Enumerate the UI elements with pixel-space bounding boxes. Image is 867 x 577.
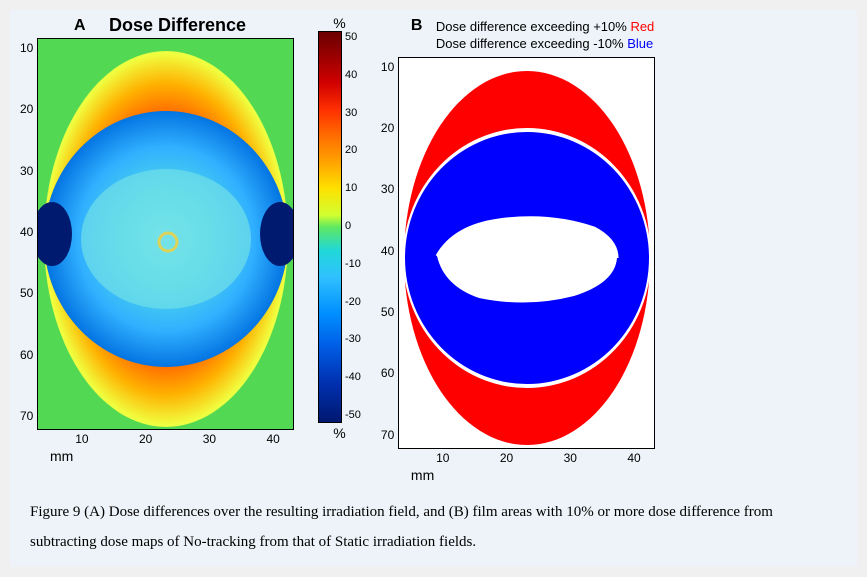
ytick: 60 xyxy=(381,367,394,379)
ytick: 10 xyxy=(381,61,394,73)
panel-a-title: Dose Difference xyxy=(50,15,305,36)
figure-container: A Dose Difference 10 20 30 40 50 60 70 xyxy=(10,10,857,567)
cbtick: 0 xyxy=(345,220,361,232)
xtick: 30 xyxy=(564,451,577,465)
colorbar-body: 50 40 30 20 10 0 -10 -20 -30 -40 -50 xyxy=(318,31,361,423)
heatmap-svg xyxy=(38,39,293,429)
colorbar-ticks: 50 40 30 20 10 0 -10 -20 -30 -40 -50 xyxy=(342,31,361,421)
ytick: 70 xyxy=(20,410,33,422)
center-wash xyxy=(81,169,251,309)
xtick: 30 xyxy=(203,432,216,446)
panel-a: A Dose Difference 10 20 30 40 50 60 70 xyxy=(20,15,305,464)
panel-b-x-axis: 10 20 30 40 xyxy=(411,451,666,465)
ytick: 60 xyxy=(20,349,33,361)
colorbar-unit-top: % xyxy=(333,15,345,31)
cbtick: -50 xyxy=(345,409,361,421)
ytick: 70 xyxy=(381,429,394,441)
cbtick: -20 xyxy=(345,296,361,308)
panel-b-chart: 10 20 30 40 50 60 70 xyxy=(381,57,666,449)
legend-red-word: Red xyxy=(630,19,654,34)
ytick: 50 xyxy=(20,287,33,299)
cbtick: -30 xyxy=(345,333,361,345)
panels-row: A Dose Difference 10 20 30 40 50 60 70 xyxy=(20,15,847,483)
colorbar-strip xyxy=(318,31,342,423)
ytick: 50 xyxy=(381,306,394,318)
xtick: 40 xyxy=(266,432,279,446)
panel-a-y-axis: 10 20 30 40 50 60 70 xyxy=(20,38,37,422)
legend-line2-pre: Dose difference exceeding -10% xyxy=(436,36,627,51)
figure-caption: Figure 9 (A) Dose differences over the r… xyxy=(20,497,847,557)
legend-blue-word: Blue xyxy=(627,36,653,51)
ytick: 30 xyxy=(20,165,33,177)
panel-a-x-axis: 10 20 30 40 xyxy=(50,432,305,446)
xtick: 40 xyxy=(627,451,640,465)
legend-line1-pre: Dose difference exceeding +10% xyxy=(436,19,631,34)
xtick: 20 xyxy=(139,432,152,446)
xtick: 10 xyxy=(75,432,88,446)
colorbar-unit-bottom: % xyxy=(333,425,345,441)
xtick: 20 xyxy=(500,451,513,465)
cbtick: 10 xyxy=(345,182,361,194)
cbtick: -40 xyxy=(345,371,361,383)
ytick: 20 xyxy=(20,103,33,115)
cbtick: -10 xyxy=(345,258,361,270)
cbtick: 50 xyxy=(345,31,361,43)
cbtick: 40 xyxy=(345,69,361,81)
ytick: 40 xyxy=(20,226,33,238)
cbtick: 30 xyxy=(345,107,361,119)
panel-b-unit: mm xyxy=(411,467,666,483)
panel-b: B Dose difference exceeding +10% Red Dos… xyxy=(381,15,666,483)
ytick: 30 xyxy=(381,183,394,195)
cbtick: 20 xyxy=(345,144,361,156)
panel-b-plot xyxy=(398,57,655,449)
panel-a-chart: 10 20 30 40 50 60 70 xyxy=(20,38,305,430)
threshold-svg xyxy=(399,58,654,448)
colorbar: % 50 40 30 20 10 0 -10 -20 -30 -40 -50 % xyxy=(318,15,361,441)
panel-a-plot xyxy=(37,38,294,430)
panel-b-legend: Dose difference exceeding +10% Red Dose … xyxy=(436,19,666,53)
panel-a-unit: mm xyxy=(50,448,305,464)
panel-b-letter: B xyxy=(411,17,423,35)
xtick: 10 xyxy=(436,451,449,465)
panel-a-letter: A xyxy=(74,17,86,35)
ytick: 20 xyxy=(381,122,394,134)
panel-b-y-axis: 10 20 30 40 50 60 70 xyxy=(381,57,398,441)
ytick: 40 xyxy=(381,245,394,257)
ytick: 10 xyxy=(20,42,33,54)
